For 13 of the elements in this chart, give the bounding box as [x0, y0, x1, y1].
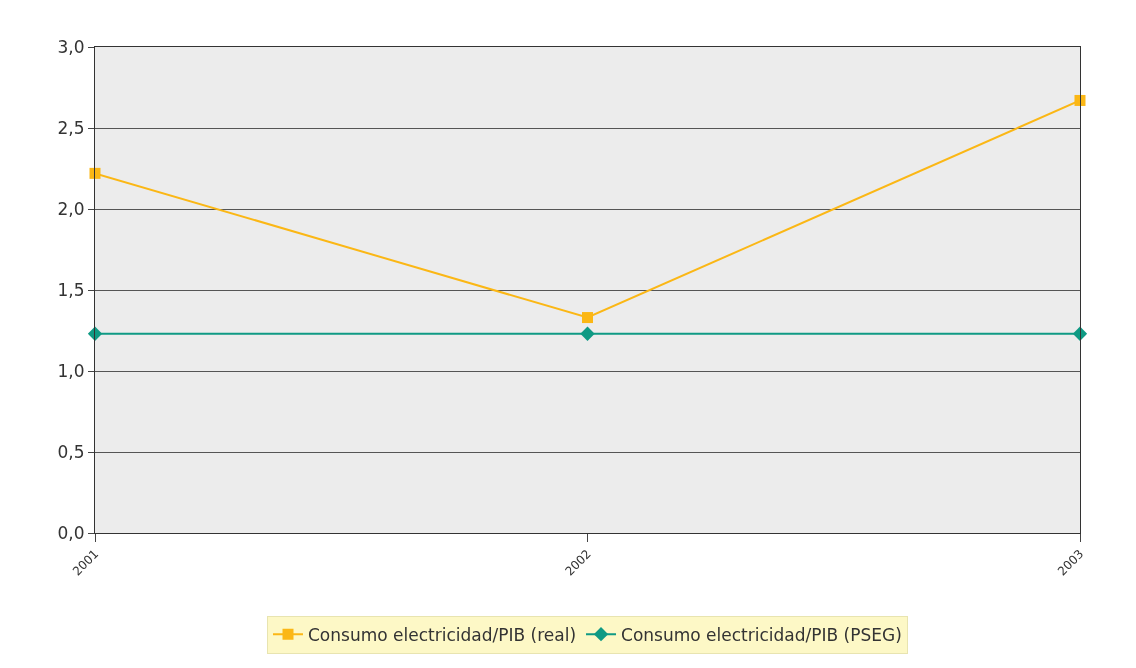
y-tick-label: 0,5 [57, 441, 85, 462]
y-tick-label: 2,5 [57, 117, 85, 138]
point [582, 312, 593, 324]
legend-label: Consumo electricidad/PIB (PSEG) [621, 624, 902, 645]
point [580, 326, 595, 341]
y-tick-label: 2,0 [57, 198, 85, 219]
y-tick-label: 1,5 [57, 279, 85, 300]
point [89, 167, 101, 179]
legend-label: Consumo electricidad/PIB (real) [308, 624, 577, 645]
y-tick-label: 0,0 [57, 522, 85, 543]
point [1074, 94, 1086, 106]
y-tick-label: 3,0 [57, 36, 85, 57]
y-tick-label: 1,0 [57, 360, 85, 381]
